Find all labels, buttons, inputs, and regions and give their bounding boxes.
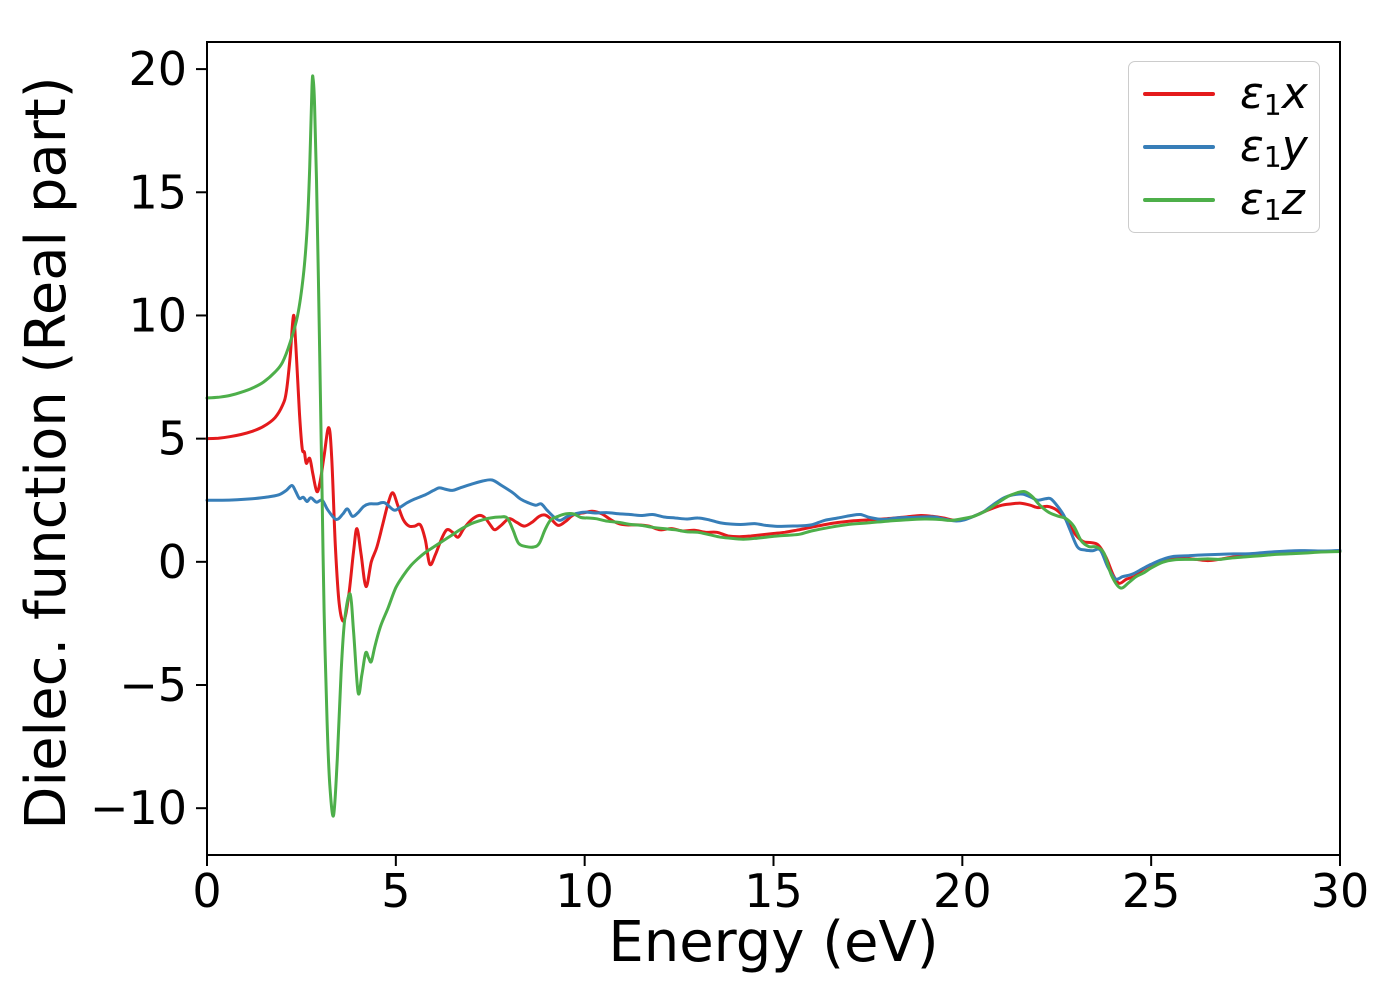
y-axis-label: Dielec. function (Real part) (14, 76, 79, 830)
y-tick-label: 20 (128, 42, 187, 96)
legend-line-eps1y-icon (1143, 144, 1215, 149)
curve-eps1_x (205, 313, 1342, 623)
x-tick-label: 20 (933, 864, 992, 918)
x-tick-label: 30 (1311, 864, 1370, 918)
legend: ε1x ε1y ε1z (1128, 61, 1320, 233)
curve-eps1_z (205, 74, 1342, 818)
y-tick-label: −5 (119, 658, 187, 712)
y-tick-label: 15 (128, 165, 187, 219)
x-tick-label: 15 (744, 864, 803, 918)
legend-line-eps1x-icon (1143, 92, 1215, 97)
y-tick-label: 10 (128, 288, 187, 342)
legend-item-eps1z: ε1z (1129, 173, 1319, 227)
x-tick-label: 10 (555, 864, 614, 918)
x-tick-label: 25 (1122, 864, 1181, 918)
y-tick-label: 0 (158, 535, 187, 589)
legend-label-eps1x: ε1x (1240, 68, 1308, 122)
legend-line-eps1z-icon (1143, 197, 1215, 202)
curve-eps1_y (205, 478, 1342, 581)
legend-label-eps1y: ε1y (1240, 120, 1308, 175)
y-tick-label: 5 (158, 412, 187, 466)
legend-label-eps1z: ε1z (1240, 173, 1305, 227)
axes-frame (206, 41, 1341, 856)
legend-item-eps1y: ε1y (1129, 120, 1319, 175)
y-tick-label: −10 (90, 781, 187, 835)
legend-item-eps1x: ε1x (1129, 68, 1319, 122)
x-axis-label: Energy (eV) (608, 910, 939, 975)
x-tick-label: 0 (192, 864, 221, 918)
x-tick-label: 5 (381, 864, 410, 918)
